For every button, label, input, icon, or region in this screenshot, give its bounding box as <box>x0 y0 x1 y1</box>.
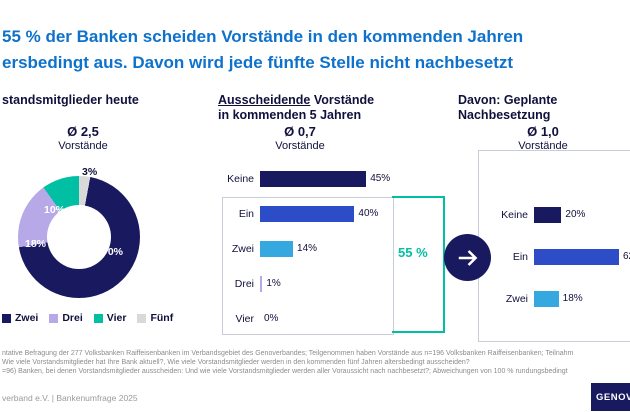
legend-label-drei: Drei <box>62 312 83 324</box>
legend-label-zwei: Zwei <box>15 312 39 324</box>
legend-item-zwei: Zwei <box>2 312 38 324</box>
chart-title-rest: Vorstände <box>313 93 375 107</box>
bar-value-label: 18% <box>562 293 583 304</box>
avg-unit: Vorstände <box>58 140 108 152</box>
chart-title-replacement: Davon: Geplante Nachbesetzung <box>458 93 557 123</box>
bracket-top-line <box>392 196 444 198</box>
bar-row-zwei: Zwei 18% <box>484 290 630 307</box>
source-line: verband e.V. | Bankenumfrage 2025 <box>2 393 138 403</box>
bar-ein <box>260 205 355 222</box>
donut-value-zwei: 70% <box>102 246 124 258</box>
share-annotation: 55 % <box>396 245 430 260</box>
right-arrow-icon <box>458 249 477 266</box>
bar-zwei <box>534 290 559 307</box>
bar-zwei <box>260 240 294 257</box>
donut-chart-board-members: 70% 18% 10% 3% <box>18 166 140 298</box>
legend-swatch-fuenf <box>137 313 147 323</box>
bar-category-label: Drei <box>234 277 254 290</box>
donut-value-drei: 18% <box>25 238 47 250</box>
chart-title-departing: Ausscheidende Vorstände in kommenden 5 J… <box>218 93 374 123</box>
legend-swatch-drei <box>49 313 59 323</box>
bar-category-label: Ein <box>238 207 254 220</box>
donut-value-vier: 10% <box>44 204 66 216</box>
bar-value-label: 20% <box>565 209 586 220</box>
bar-drei <box>260 275 263 292</box>
bar-value-label: 40% <box>358 208 379 219</box>
avg-value: Ø 2,5 <box>67 124 99 139</box>
bar-chart-departing: Keine 45% Ein 40% Zwei 14% Drei 1% Vier … <box>216 170 390 345</box>
headline: 55 % der Banken scheiden Vorstände in de… <box>2 24 523 76</box>
bar-row-keine: Keine 20% <box>484 206 630 223</box>
avg-unit: Vorstände <box>518 140 568 152</box>
legend-item-drei: Drei <box>49 312 83 324</box>
chart-title-departing-line1: Ausscheidende Vorstände <box>218 93 374 108</box>
genoverband-logo: GENOVER <box>591 383 630 411</box>
legend-item-vier: Vier <box>93 312 127 324</box>
bar-category-label: Vier <box>235 312 254 325</box>
footnote-line2: Wie viele Vorstandsmitglieder hat Ihre B… <box>2 359 470 366</box>
legend-label-vier: Vier <box>106 312 127 324</box>
bar-ein <box>534 248 619 265</box>
bar-value-label: 14% <box>297 243 318 254</box>
avg-board-members-today: Ø 2,5 Vorstände <box>23 124 143 152</box>
bracket-bottom-line <box>392 331 444 333</box>
bar-row-ein: Ein 40% <box>216 205 390 222</box>
bar-category-label: Zwei <box>231 242 254 255</box>
legend-swatch-vier <box>93 313 103 323</box>
bar-row-ein: Ein 62% <box>484 248 630 265</box>
chart-title-underlined: Ausscheidende <box>218 93 311 107</box>
chart-title-departing-line2: in kommenden 5 Jahren <box>218 108 362 122</box>
bar-category-label: Ein <box>512 250 528 263</box>
bar-row-vier: Vier 0% <box>216 310 390 327</box>
bar-category-label: Keine <box>501 208 528 221</box>
bar-value-label: 0% <box>264 313 279 324</box>
bar-value-label: 45% <box>370 173 391 184</box>
bar-keine <box>534 206 562 223</box>
chart-title-replacement-line1: Davon: Geplante <box>458 93 558 107</box>
bar-value-label: 62% <box>622 251 630 262</box>
bar-row-zwei: Zwei 14% <box>216 240 390 257</box>
bracket-vertical-line <box>443 196 445 333</box>
headline-line2: ersbedingt aus. Davon wird jede fünfte S… <box>2 53 514 72</box>
legend-item-fuenf: Fünf <box>137 312 173 324</box>
bar-chart-replacement: Keine 20% Ein 62% Zwei 18% <box>484 206 630 332</box>
avg-unit: Vorstände <box>275 140 325 152</box>
avg-value: Ø 1,0 <box>527 124 559 139</box>
footnote-line3: =96) Banken, bei denen Vorstandsmitglied… <box>2 368 568 375</box>
bar-value-label: 1% <box>266 278 281 289</box>
legend-label-fuenf: Fünf <box>150 312 174 324</box>
logo-text: GENOVER <box>596 391 630 403</box>
headline-line1: 55 % der Banken scheiden Vorstände in de… <box>2 27 524 46</box>
bar-keine <box>260 170 367 187</box>
legend-swatch-zwei <box>2 313 11 323</box>
avg-value: Ø 0,7 <box>284 124 316 139</box>
donut-value-fuenf: 3% <box>82 166 98 178</box>
group-box-departing <box>222 197 394 335</box>
avg-replacement: Ø 1,0 Vorstände <box>483 124 603 152</box>
donut-legend: Zwei Drei Vier Fünf <box>2 312 173 324</box>
footnote-line1: ntative Befragung der 277 Volksbanken Ra… <box>2 350 574 357</box>
bar-category-label: Zwei <box>505 292 528 305</box>
bar-row-drei: Drei 1% <box>216 275 390 292</box>
bar-row-keine: Keine 45% <box>216 170 390 187</box>
chart-title-board-members-today: standsmitglieder heute <box>2 93 139 107</box>
avg-departing: Ø 0,7 Vorstände <box>240 124 360 152</box>
footnotes: ntative Befragung der 277 Volksbanken Ra… <box>2 349 573 376</box>
chart-title-replacement-line2: Nachbesetzung <box>458 108 551 122</box>
arrow-circle <box>444 234 491 281</box>
donut-hole <box>47 205 111 269</box>
bar-category-label: Keine <box>227 172 254 185</box>
